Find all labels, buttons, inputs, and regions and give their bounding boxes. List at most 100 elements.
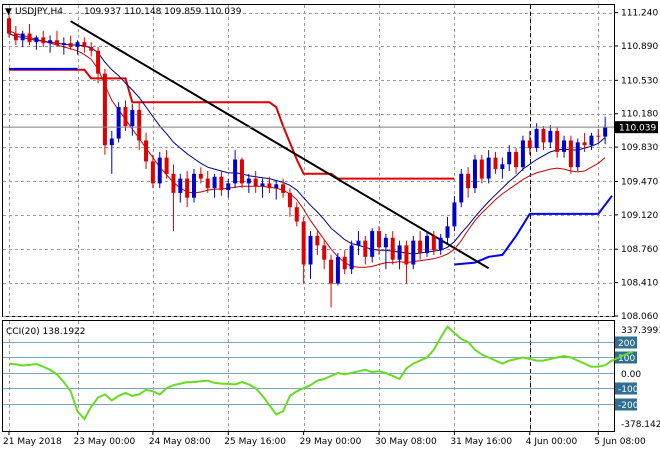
candle-body: [555, 130, 560, 152]
candle: [596, 128, 601, 143]
candle: [239, 157, 244, 189]
candle: [335, 253, 340, 286]
candle-body: [335, 256, 340, 284]
candle-body: [82, 42, 87, 47]
candle-body: [68, 43, 73, 47]
candle: [301, 216, 306, 284]
cci-level-label: 100: [618, 354, 635, 364]
candle-body: [253, 178, 258, 187]
price-tick-label: 108.060: [621, 312, 658, 322]
candle-body: [411, 240, 416, 265]
candle: [178, 173, 183, 203]
candle-body: [575, 142, 580, 168]
candle: [102, 68, 107, 155]
time-tick-label: 23 May 00:00: [74, 437, 136, 447]
candle-body: [109, 138, 114, 146]
candle: [411, 235, 416, 270]
candle-body: [562, 140, 567, 152]
candle: [486, 149, 491, 184]
time-tick-label: 30 May 08:00: [375, 437, 437, 447]
current-price-box: [615, 121, 658, 134]
candle-body: [589, 135, 594, 146]
candle: [575, 138, 580, 171]
candle-body: [157, 157, 162, 184]
price-tick-label: 109.830: [621, 143, 658, 153]
candle-body: [41, 37, 46, 44]
candle-body: [308, 235, 313, 265]
candle-body: [281, 184, 286, 193]
candle: [164, 149, 169, 179]
candle: [466, 167, 471, 198]
candle: [493, 151, 498, 174]
candle-body: [144, 140, 149, 162]
candle-body: [192, 173, 197, 198]
candle: [130, 104, 135, 136]
candle: [185, 170, 190, 208]
price-panel-frame: [2, 4, 615, 317]
price-tick-label: 108.760: [621, 245, 658, 255]
candle: [137, 102, 142, 150]
current-price-label: 110.039: [619, 124, 656, 134]
candle-body: [301, 221, 306, 265]
cci-level-label: 200: [618, 339, 635, 349]
candle-body: [472, 159, 477, 189]
candle: [41, 30, 46, 47]
candle: [582, 132, 587, 152]
candle: [233, 149, 238, 189]
candle: [356, 231, 361, 255]
candle-body: [75, 42, 80, 47]
candle: [274, 180, 279, 200]
time-tick-label: 25 May 16:00: [224, 437, 286, 447]
envelope-upper-line: [9, 68, 455, 180]
candle: [253, 170, 258, 193]
candle: [287, 188, 292, 217]
candle: [75, 40, 80, 55]
candle-body: [205, 178, 210, 189]
candle: [452, 195, 457, 232]
candle: [109, 130, 114, 174]
candle-body: [377, 231, 382, 248]
candle-body: [329, 259, 334, 284]
candle-body: [603, 127, 608, 137]
candle: [349, 240, 354, 275]
candle: [322, 240, 327, 270]
candle: [383, 233, 388, 270]
candle: [418, 231, 423, 260]
price-tick-label: 109.470: [621, 177, 658, 187]
candle: [89, 42, 94, 57]
time-tick-label: 4 Jun 00:00: [526, 437, 578, 447]
candle-body: [61, 43, 66, 46]
candle: [198, 167, 203, 184]
candle: [260, 178, 265, 198]
candle: [116, 102, 121, 143]
dropdown-triangle-icon[interactable]: ▼: [5, 7, 12, 17]
candle-body: [171, 173, 176, 193]
candle-body: [7, 18, 11, 34]
candle: [157, 151, 162, 189]
candle: [205, 170, 210, 193]
chart-symbol-label: USDJPY,H4: [15, 7, 63, 17]
ma-fast-line: [8, 33, 606, 255]
candle: [315, 231, 320, 255]
candle-body: [342, 256, 347, 270]
candle: [431, 231, 436, 255]
cci-line: [8, 325, 633, 421]
candle-body: [185, 178, 190, 198]
candle-body: [150, 161, 155, 184]
candle: [68, 35, 73, 50]
candle: [212, 173, 217, 198]
candle-body: [459, 173, 464, 203]
candle: [219, 170, 224, 196]
price-tick-label: 111.240: [621, 9, 658, 19]
candle: [479, 154, 484, 184]
candle: [520, 135, 525, 171]
candle-body: [315, 235, 320, 246]
cci-indicator-label: CCI(20) 138.1922: [6, 327, 86, 337]
trendline-layer: [70, 20, 490, 270]
candle-body: [390, 237, 395, 260]
candle-body: [260, 183, 265, 187]
candle: [96, 46, 101, 84]
time-tick-label: 21 May 2018: [3, 437, 62, 447]
candle: [370, 228, 375, 263]
candle-body: [438, 237, 443, 251]
